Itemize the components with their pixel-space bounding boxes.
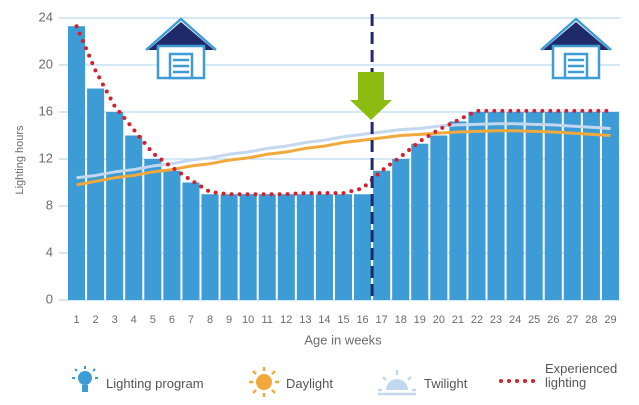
bar xyxy=(163,170,181,300)
x-tick-label: 6 xyxy=(169,314,175,326)
y-tick-label: 4 xyxy=(46,244,53,259)
x-tick-label: 4 xyxy=(131,314,137,326)
house-icon xyxy=(145,17,217,80)
bar xyxy=(334,194,353,300)
bar xyxy=(487,112,505,300)
series-line xyxy=(74,24,613,197)
y-tick-label: 12 xyxy=(39,150,53,165)
x-tick-label: 29 xyxy=(604,314,616,326)
x-tick-label: 24 xyxy=(509,314,521,326)
bar xyxy=(544,112,562,300)
bar xyxy=(144,159,162,300)
x-tick-label: 15 xyxy=(337,314,349,326)
x-tick-label: 13 xyxy=(299,314,311,326)
x-tick-label: 16 xyxy=(356,314,368,326)
bar xyxy=(430,135,448,300)
bar xyxy=(582,112,600,300)
x-tick-label: 7 xyxy=(188,314,194,326)
bar xyxy=(277,194,295,300)
x-tick-label: 19 xyxy=(414,314,426,326)
bar xyxy=(525,112,543,300)
y-axis-label: Lighting hours xyxy=(14,125,26,195)
bar xyxy=(315,194,333,300)
x-tick-label: 17 xyxy=(376,314,388,326)
x-tick-label: 23 xyxy=(490,314,502,326)
bar xyxy=(601,112,619,300)
x-tick-label: 27 xyxy=(566,314,578,326)
legend: Lighting program Daylight Twilight Exper… xyxy=(0,362,639,402)
house-icon xyxy=(540,17,612,80)
bulb-icon xyxy=(72,366,98,392)
bar xyxy=(258,194,276,300)
x-tick-label: 2 xyxy=(93,314,99,326)
x-tick-label: 3 xyxy=(112,314,118,326)
y-tick-label: 24 xyxy=(39,9,53,24)
x-tick-label: 26 xyxy=(547,314,559,326)
x-tick-label: 10 xyxy=(242,314,254,326)
x-tick-label: 14 xyxy=(318,314,330,326)
dots-icon xyxy=(499,379,538,383)
x-tick-label: 20 xyxy=(433,314,445,326)
x-tick-label: 22 xyxy=(471,314,483,326)
y-tick-label: 0 xyxy=(46,291,53,306)
bar xyxy=(68,26,86,300)
x-tick-label: 18 xyxy=(395,314,407,326)
y-tick-label: 8 xyxy=(46,197,53,212)
bar xyxy=(106,112,124,300)
legend-label: Twilight xyxy=(424,376,468,391)
x-tick-label: 9 xyxy=(226,314,232,326)
bar xyxy=(468,112,486,300)
x-tick-label: 11 xyxy=(262,314,273,326)
legend-label: Lighting program xyxy=(106,376,204,391)
transition-arrow xyxy=(350,72,392,120)
bar xyxy=(506,112,524,300)
y-tick-label: 16 xyxy=(39,103,53,118)
series-line xyxy=(76,129,611,187)
bar xyxy=(125,135,143,300)
x-tick-label: 5 xyxy=(150,314,156,326)
x-tick-label: 1 xyxy=(73,314,79,326)
bar xyxy=(373,170,391,300)
bar xyxy=(563,112,581,300)
bar xyxy=(87,88,105,300)
legend-label: Experienced lighting xyxy=(545,361,618,390)
x-tick-label: 8 xyxy=(207,314,213,326)
bar xyxy=(411,143,429,300)
chart: Lighting hours Age in weeks 048121620241… xyxy=(14,9,620,347)
series-line xyxy=(76,122,611,180)
bar xyxy=(201,194,219,300)
legend-label: Daylight xyxy=(286,376,333,391)
x-axis-label: Age in weeks xyxy=(304,332,382,347)
bar xyxy=(392,159,410,300)
x-tick-label: 28 xyxy=(585,314,597,326)
sun-icon xyxy=(249,367,279,397)
bar xyxy=(354,194,372,300)
decorations xyxy=(145,17,612,120)
bar xyxy=(239,194,257,300)
bar xyxy=(182,182,200,300)
bar xyxy=(449,121,467,301)
x-tick-label: 25 xyxy=(528,314,540,326)
twilight-icon xyxy=(378,370,416,396)
x-tick-label: 21 xyxy=(452,314,464,326)
bar xyxy=(220,194,238,300)
x-tick-label: 12 xyxy=(280,314,292,326)
y-tick-label: 20 xyxy=(39,56,53,71)
bar xyxy=(296,194,314,300)
